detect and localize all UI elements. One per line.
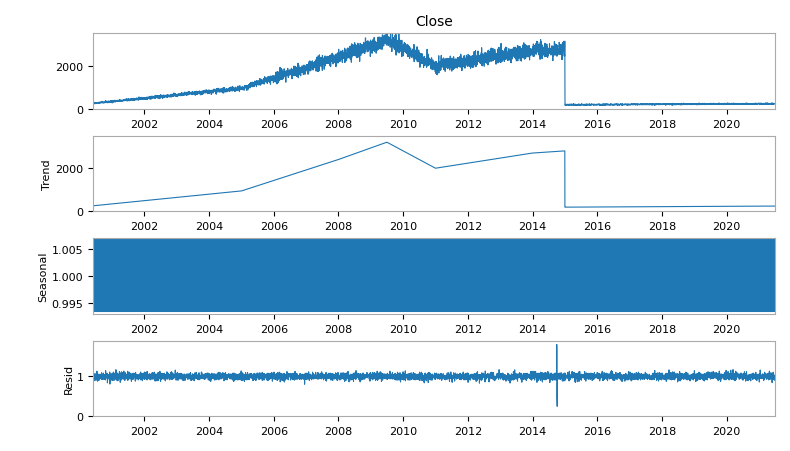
Y-axis label: Trend: Trend [43, 159, 52, 189]
Y-axis label: Resid: Resid [63, 364, 73, 394]
Title: Close: Close [416, 15, 453, 29]
Y-axis label: Seasonal: Seasonal [39, 251, 49, 302]
